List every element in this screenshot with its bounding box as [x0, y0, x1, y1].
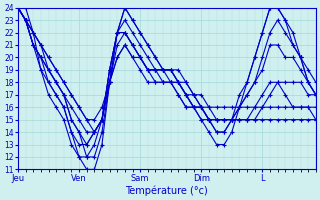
X-axis label: Température (°c): Température (°c)	[125, 185, 208, 196]
